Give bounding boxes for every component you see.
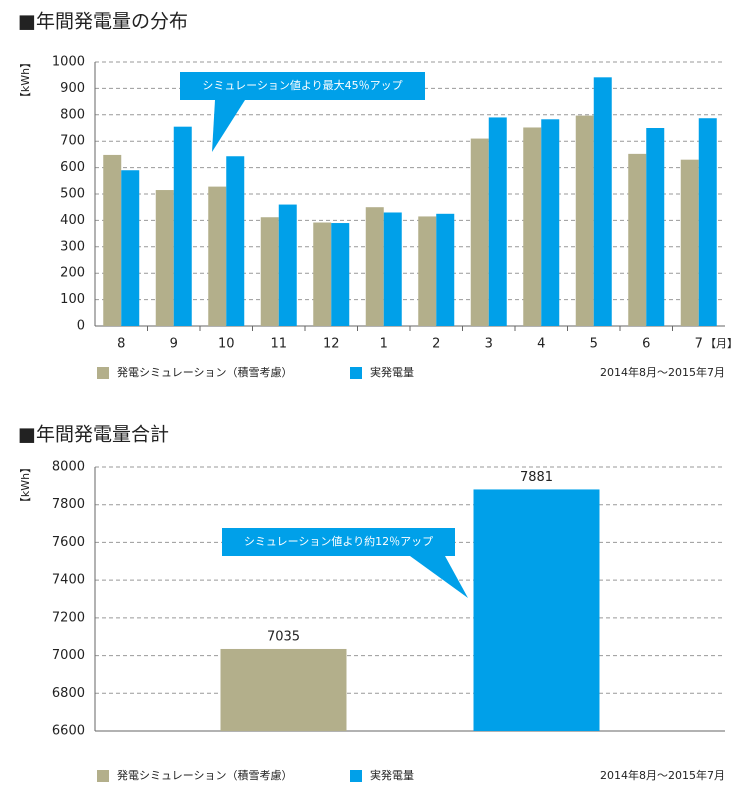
bar — [646, 128, 665, 326]
x-tick-label: 10 — [218, 337, 235, 352]
callout-pointer — [212, 100, 245, 152]
legend-swatch — [97, 770, 109, 782]
bar — [680, 159, 699, 326]
y-tick-label: 7200 — [52, 610, 85, 625]
bar — [260, 217, 279, 326]
y-tick-label: 7400 — [52, 573, 85, 588]
y-tick-label: 900 — [60, 81, 85, 96]
bar — [365, 207, 384, 326]
y-tick-label: 7600 — [52, 535, 85, 550]
bar — [698, 118, 717, 327]
annotation: シミュレーション値より最大45％アップ — [202, 78, 402, 92]
bar — [593, 77, 612, 326]
bar — [220, 648, 347, 731]
bar — [470, 138, 489, 326]
bar — [103, 154, 122, 326]
y-tick-label: 1000 — [52, 55, 85, 70]
legend-label: 発電シミュレーション（積雪考慮） — [117, 365, 293, 379]
bar — [473, 489, 600, 731]
data-label: 7881 — [520, 470, 553, 485]
x-tick-label: 7 — [695, 337, 703, 352]
x-tick-label: 1 — [380, 337, 388, 352]
legend-swatch — [97, 367, 109, 379]
x-tick-label: 6 — [642, 337, 650, 352]
bar — [383, 212, 402, 326]
bar — [226, 156, 245, 326]
bar — [418, 216, 437, 326]
bar — [628, 153, 647, 326]
period-note: 2014年8月～2015年7月 — [600, 768, 725, 782]
legend-label: 実発電量 — [370, 365, 414, 379]
legend-label: 実発電量 — [370, 768, 414, 782]
x-tick-label: 3 — [485, 337, 493, 352]
y-tick-label: 500 — [60, 187, 85, 202]
bar — [173, 126, 192, 327]
bar — [488, 117, 507, 326]
y-tick-label: 0 — [77, 319, 85, 334]
y-tick-label: 600 — [60, 160, 85, 175]
callout-box — [222, 528, 455, 556]
bar — [313, 222, 332, 326]
bar — [208, 186, 227, 326]
y-tick-label: 200 — [60, 266, 85, 281]
y-tick-label: 6800 — [52, 686, 85, 701]
bar — [575, 115, 594, 326]
bar — [121, 170, 140, 326]
x-tick-label: 9 — [170, 337, 178, 352]
bar — [523, 127, 542, 326]
y-tick-label: 8000 — [52, 460, 85, 475]
annotation: シミュレーション値より約12％アップ — [244, 534, 433, 548]
x-tick-label: 5 — [590, 337, 598, 352]
callout-pointer — [410, 556, 468, 598]
y-tick-label: 100 — [60, 292, 85, 307]
legend-swatch — [350, 367, 362, 379]
bar — [278, 204, 297, 326]
y-tick-label: 700 — [60, 134, 85, 149]
y-tick-label: 300 — [60, 239, 85, 254]
y-tick-label: 400 — [60, 213, 85, 228]
y-tick-label: 6600 — [52, 724, 85, 739]
x-axis-label: 【月】 — [705, 337, 738, 350]
chart-title: ■年間発電量の分布 — [18, 11, 188, 33]
y-axis-label: 【kWh】 — [19, 462, 32, 508]
period-note: 2014年8月～2015年7月 — [600, 365, 725, 379]
x-tick-label: 4 — [537, 337, 545, 352]
bar — [331, 223, 350, 326]
x-tick-label: 8 — [117, 337, 125, 352]
legend-swatch — [350, 770, 362, 782]
data-label: 7035 — [267, 629, 300, 644]
y-axis-label: 【kWh】 — [19, 57, 32, 103]
bar — [436, 213, 455, 326]
x-tick-label: 12 — [323, 337, 340, 352]
callout-box — [180, 72, 425, 100]
legend-label: 発電シミュレーション（積雪考慮） — [117, 768, 293, 782]
y-tick-label: 7000 — [52, 648, 85, 663]
x-tick-label: 11 — [270, 337, 287, 352]
bar — [155, 190, 174, 326]
y-tick-label: 800 — [60, 107, 85, 122]
bar — [541, 119, 560, 327]
y-tick-label: 7800 — [52, 497, 85, 512]
chart-title: ■年間発電量合計 — [18, 424, 169, 446]
x-tick-label: 2 — [432, 337, 440, 352]
